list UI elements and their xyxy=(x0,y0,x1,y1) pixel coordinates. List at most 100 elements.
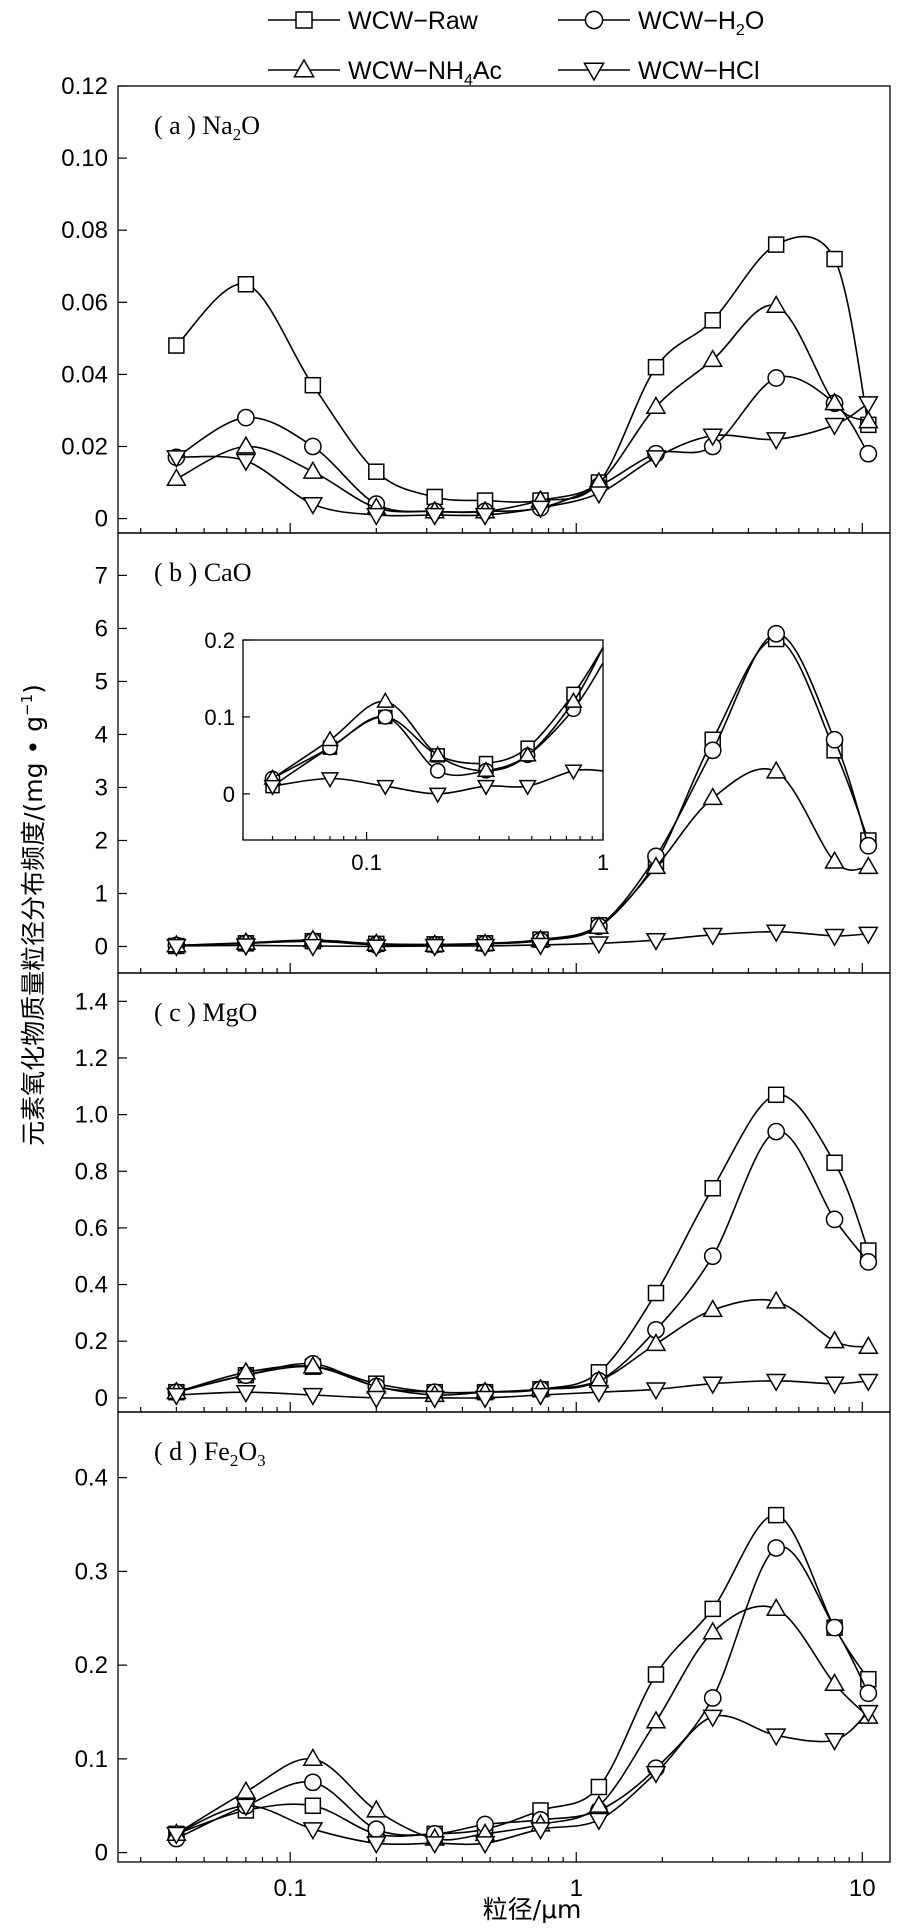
legend: WCW−Raw WCW−H2O WCW−NH4Ac WCW−HCl xyxy=(268,7,764,89)
data-point xyxy=(767,1122,786,1141)
data-point xyxy=(424,1390,445,1409)
y-tick-label: 0.08 xyxy=(61,217,108,244)
y-tick-label: 3 xyxy=(95,774,108,801)
data-point xyxy=(304,437,322,456)
data-point xyxy=(588,1794,610,1813)
series-line xyxy=(176,375,869,513)
data-point xyxy=(235,1780,257,1799)
data-point xyxy=(825,1618,844,1637)
legend-label: WCW−HCl xyxy=(638,57,760,85)
data-point xyxy=(765,1597,787,1616)
data-point xyxy=(859,444,878,463)
data-point xyxy=(474,1390,496,1409)
y-tick-label: 1.0 xyxy=(75,1102,108,1129)
series-nh4ac xyxy=(166,295,879,519)
data-point xyxy=(366,1390,387,1409)
inset-data-point xyxy=(376,779,395,796)
data-point xyxy=(302,1747,324,1766)
data-point xyxy=(824,1672,845,1691)
y-tick-label: 0.1 xyxy=(75,1746,108,1773)
y-tick-label: 0 xyxy=(95,1385,108,1412)
inset-data-point xyxy=(377,709,394,725)
data-point xyxy=(474,507,496,526)
data-point xyxy=(304,1773,322,1792)
series-nh4ac xyxy=(166,1290,879,1403)
data-point xyxy=(368,463,385,480)
panel-label: ( b ) CaO xyxy=(154,558,251,587)
data-point xyxy=(858,410,879,429)
data-point xyxy=(304,376,322,394)
legend-marker-circle xyxy=(584,10,604,30)
series-line xyxy=(176,1545,870,1840)
data-point xyxy=(235,1385,257,1404)
data-point xyxy=(824,392,845,411)
data-point xyxy=(166,468,187,487)
legend-marker-triangle-down xyxy=(583,62,605,82)
data-point xyxy=(824,850,845,869)
data-point xyxy=(767,1539,786,1557)
chart-panels: 00.020.040.060.080.100.12( a ) Na2O01234… xyxy=(61,73,891,1902)
series-hcl xyxy=(166,396,879,526)
data-point xyxy=(765,760,787,779)
data-point xyxy=(302,1822,324,1841)
y-tick-label: 6 xyxy=(95,615,108,642)
inset-data-point xyxy=(518,745,537,762)
legend-item-h2o: WCW−H2O xyxy=(558,7,764,39)
data-point xyxy=(302,460,324,479)
data-point xyxy=(166,1387,187,1406)
data-point xyxy=(767,1506,785,1524)
series-line xyxy=(176,768,869,947)
legend-label: WCW−H2O xyxy=(638,7,764,39)
inset-x-tick-label: 0.1 xyxy=(351,850,382,875)
inset-data-point xyxy=(263,779,282,796)
data-point xyxy=(767,236,785,253)
data-point xyxy=(588,1385,610,1404)
data-point xyxy=(474,1836,496,1855)
data-point xyxy=(474,938,496,957)
data-point xyxy=(424,1836,445,1855)
data-point xyxy=(826,1154,843,1172)
series-hcl xyxy=(166,1704,879,1855)
inset-x-tick-label: 1 xyxy=(597,850,609,875)
legend-label: WCW−Raw xyxy=(348,7,479,35)
panel-frame xyxy=(117,1411,891,1863)
series-line xyxy=(176,632,870,947)
legend-marker-square xyxy=(295,11,313,29)
y-tick-label: 2 xyxy=(95,827,108,854)
data-point xyxy=(530,1387,551,1406)
data-point xyxy=(530,1822,551,1841)
y-tick-label: 1 xyxy=(95,880,108,907)
x-tick-label: 10 xyxy=(849,1875,876,1902)
data-point xyxy=(237,276,255,293)
inset-data-point xyxy=(476,761,496,778)
data-point xyxy=(702,428,724,447)
legend-item-hcl: WCW−HCl xyxy=(558,57,760,85)
y-tick-label: 1.4 xyxy=(75,988,108,1015)
y-axis-title-tail: ) xyxy=(19,684,48,694)
data-point xyxy=(765,295,787,314)
y-tick-label: 4 xyxy=(95,721,108,748)
data-point xyxy=(767,624,786,643)
panel-label: ( c ) MgO xyxy=(154,998,257,1027)
data-point xyxy=(366,507,387,526)
data-point xyxy=(588,936,610,955)
y-tick-label: 0 xyxy=(95,933,108,960)
panel-cao: 0 1 2 3 4 5 6 7 ( b ) CaO 0 0.1 0.2 0.1 1 xyxy=(95,532,891,974)
inset-data-point xyxy=(320,772,340,789)
data-point xyxy=(824,1733,845,1752)
data-point xyxy=(366,1799,387,1818)
data-point xyxy=(168,337,185,354)
data-point xyxy=(765,1728,787,1747)
legend-label: WCW−NH4Ac xyxy=(348,57,502,89)
data-point xyxy=(702,1621,724,1640)
data-point xyxy=(703,1689,722,1707)
inset-series-h2o xyxy=(264,662,604,787)
data-point xyxy=(645,1765,667,1784)
inset-frame xyxy=(242,639,604,841)
data-point xyxy=(858,1704,879,1723)
data-point xyxy=(824,1330,845,1349)
inset-data-point xyxy=(429,762,446,779)
y-tick-label: 0.6 xyxy=(75,1215,108,1242)
data-point xyxy=(645,395,667,414)
